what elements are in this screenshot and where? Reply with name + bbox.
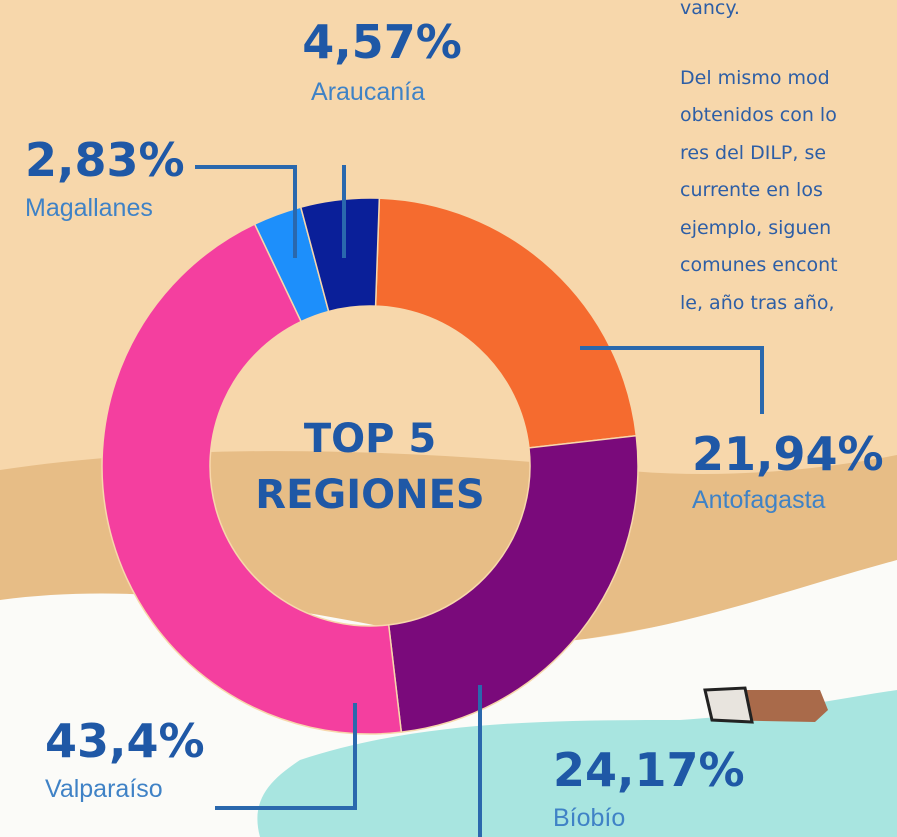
donut-slice	[101, 223, 403, 735]
leader-line	[580, 346, 764, 414]
body-text-line: comunes encont	[680, 254, 838, 276]
water	[257, 690, 897, 837]
body-text-line: res del DILP, se	[680, 142, 826, 164]
body-text-line: obtenidos con lo	[680, 104, 837, 126]
donut	[101, 197, 639, 735]
leader-line	[195, 165, 297, 258]
donut-slice	[374, 197, 638, 449]
donut-slice	[299, 197, 381, 313]
category-label: Antofagasta	[692, 486, 826, 514]
center-text: TOP 5	[304, 416, 436, 462]
category-label: Bíobío	[553, 804, 625, 832]
body-text-line: le, año tras año,	[680, 292, 835, 314]
category-label: Araucanía	[311, 78, 425, 106]
category-label: Magallanes	[25, 194, 153, 222]
body-text-line: currente en los	[680, 179, 823, 201]
leader-line	[215, 703, 357, 810]
body-text-line: Del mismo mod	[680, 67, 830, 89]
value-label: 4,57%	[302, 15, 462, 69]
value-label: 24,17%	[553, 743, 745, 797]
leader-lines	[195, 165, 764, 837]
body-text-line: ejemplo, siguen	[680, 217, 831, 239]
body-text: vancy. Del mismo mod obtenidos con lo res d…	[680, 0, 838, 314]
center-text: REGIONES	[255, 472, 484, 518]
value-label: 43,4%	[45, 714, 205, 768]
category-label: Valparaíso	[45, 775, 163, 803]
value-label: 2,83%	[25, 133, 185, 187]
labels: 21,94% Antofagasta 24,17% Bíobío 43,4% Valpar…	[25, 15, 884, 832]
boat	[703, 686, 828, 724]
body-text-line: vancy.	[680, 0, 740, 19]
value-label: 21,94%	[692, 427, 884, 481]
donut-slice	[387, 434, 639, 733]
